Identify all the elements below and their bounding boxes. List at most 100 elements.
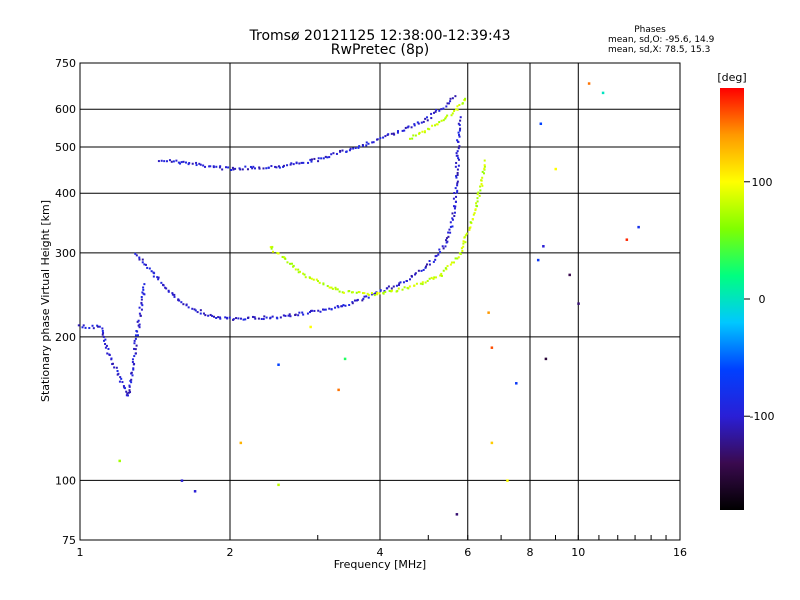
y-tick-label: 75 — [62, 534, 76, 547]
trace-point — [336, 304, 339, 307]
trace-point — [106, 352, 109, 355]
colorbar-label: [deg] — [717, 71, 746, 84]
trace-point — [459, 116, 462, 119]
trace-point — [102, 335, 105, 338]
trace-point — [101, 327, 104, 330]
y-tick-label: 400 — [55, 187, 76, 200]
trace-point — [111, 362, 114, 365]
trace-point — [258, 166, 261, 169]
trace-point — [373, 294, 376, 297]
trace-point — [414, 273, 417, 276]
trace-point — [357, 146, 360, 149]
trace-point — [82, 324, 85, 327]
trace-point — [463, 98, 466, 101]
trace-point — [451, 217, 454, 220]
trace-point — [403, 286, 406, 289]
trace-point — [226, 316, 229, 319]
trace-point — [438, 109, 441, 112]
trace-point — [196, 311, 199, 314]
trace-point — [451, 212, 454, 215]
trace-point — [244, 318, 247, 321]
trace-point — [440, 108, 443, 111]
trace-point — [138, 256, 141, 259]
trace-point — [263, 315, 266, 318]
trace-point — [137, 319, 140, 322]
trace-point — [118, 380, 121, 383]
trace-point — [367, 142, 370, 145]
trace-point — [426, 116, 429, 119]
trace-point — [476, 193, 479, 196]
trace-point — [365, 144, 368, 147]
trace-point — [122, 385, 125, 388]
trace-point — [351, 302, 354, 305]
trace-point — [411, 137, 414, 140]
trace-point — [456, 154, 459, 157]
trace-point — [310, 277, 313, 280]
trace-point — [140, 308, 143, 311]
trace-point — [455, 175, 458, 178]
trace-point — [371, 141, 374, 144]
trace-point — [478, 194, 481, 197]
trace-point — [397, 130, 400, 133]
trace-point — [232, 168, 235, 171]
trace-point — [175, 159, 178, 162]
scatter-point — [601, 91, 605, 95]
trace-point — [302, 272, 305, 275]
trace-point — [458, 103, 461, 106]
trace-point — [417, 122, 420, 125]
trace-point — [444, 267, 447, 270]
trace-point — [445, 105, 448, 108]
trace-point — [352, 147, 355, 150]
trace-point — [414, 272, 417, 275]
trace-point — [130, 371, 133, 374]
trace-point — [133, 339, 136, 342]
trace-point — [456, 105, 459, 108]
trace-point — [444, 245, 447, 248]
trace-point — [160, 159, 163, 162]
trace-point — [392, 285, 395, 288]
trace-point — [334, 286, 337, 289]
trace-point — [282, 314, 285, 317]
trace-point — [135, 254, 138, 257]
trace-point — [156, 276, 159, 279]
trace-point — [414, 134, 417, 137]
trace-point — [146, 266, 149, 269]
trace-point — [135, 329, 138, 332]
trace-point — [209, 165, 212, 168]
trace-point — [133, 362, 136, 365]
trace-point — [143, 283, 146, 286]
trace-point — [408, 278, 411, 281]
scatter-point — [637, 225, 640, 229]
trace-point — [434, 124, 437, 127]
trace-point — [230, 168, 233, 171]
trace-point — [134, 337, 137, 340]
trace-point — [431, 124, 434, 127]
trace-point — [385, 287, 388, 290]
trace-point — [294, 313, 297, 316]
trace-point — [271, 250, 274, 253]
trace-point — [194, 309, 197, 312]
trace-point — [435, 109, 438, 112]
trace-point — [456, 191, 459, 194]
trace-point — [426, 263, 429, 266]
trace-point — [446, 240, 449, 243]
trace-point — [460, 247, 463, 250]
trace-point — [127, 391, 130, 394]
trace-point — [249, 165, 252, 168]
trace-point — [130, 381, 133, 384]
trace-point — [173, 295, 176, 298]
trace-point — [198, 162, 201, 165]
scatter-point — [193, 490, 197, 493]
trace-point — [110, 358, 113, 361]
trace-point — [447, 235, 450, 238]
trace-point — [218, 166, 221, 169]
trace-point — [375, 293, 378, 296]
trace-point — [131, 358, 134, 361]
trace-point — [307, 161, 310, 164]
phases-heading: Phases — [634, 25, 666, 35]
trace-point — [88, 327, 91, 330]
trace-point — [454, 95, 457, 98]
trace-point — [401, 288, 404, 291]
trace-point — [480, 179, 483, 182]
